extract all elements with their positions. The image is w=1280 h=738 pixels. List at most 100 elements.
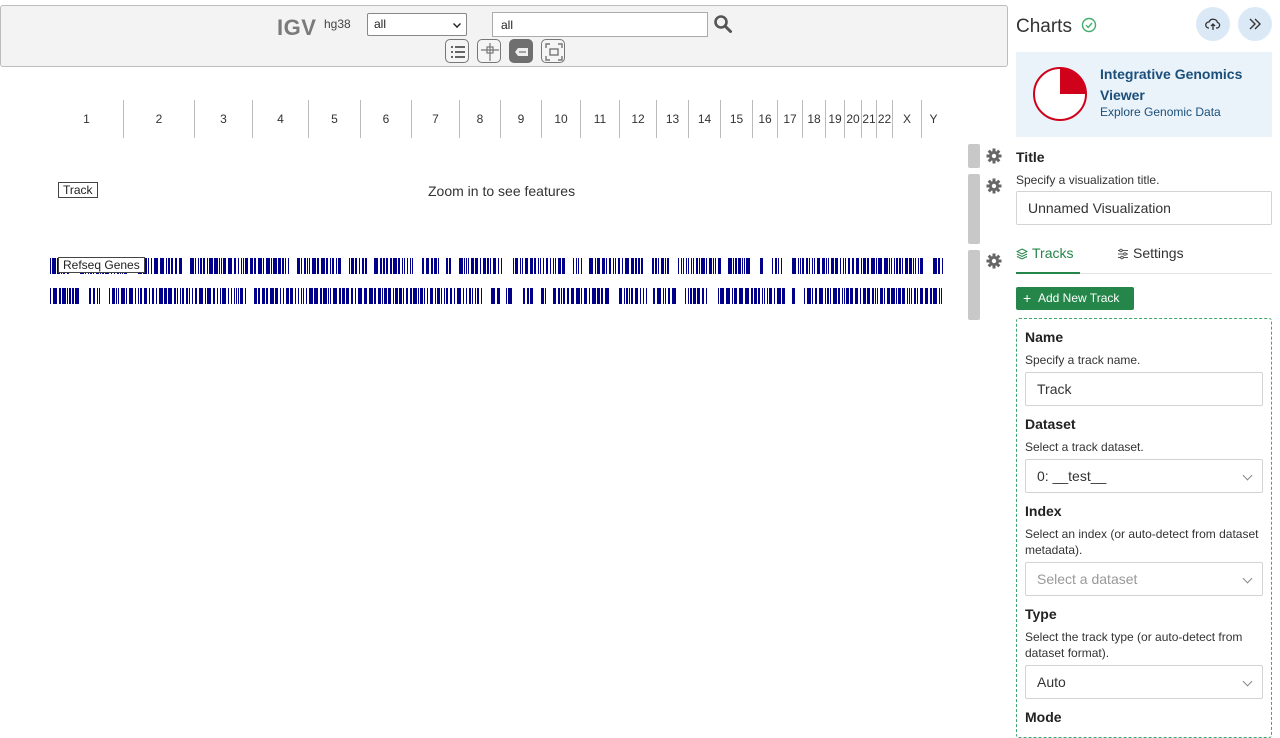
- gene-feature[interactable]: [800, 258, 801, 274]
- gene-feature[interactable]: [693, 288, 696, 304]
- gene-feature[interactable]: [597, 288, 600, 304]
- gene-feature[interactable]: [930, 288, 932, 304]
- gene-feature[interactable]: [140, 288, 142, 304]
- gene-feature[interactable]: [314, 288, 318, 304]
- track-list-button[interactable]: [445, 39, 469, 63]
- gene-feature[interactable]: [792, 258, 796, 274]
- gene-feature[interactable]: [238, 258, 239, 274]
- gene-feature[interactable]: [697, 288, 700, 304]
- gene-feature[interactable]: [62, 288, 66, 304]
- chromosome-21[interactable]: 21: [862, 100, 877, 138]
- search-button[interactable]: [713, 14, 735, 36]
- gene-feature[interactable]: [362, 258, 364, 274]
- gene-feature[interactable]: [209, 258, 213, 274]
- gene-feature[interactable]: [282, 258, 284, 274]
- gene-feature[interactable]: [364, 288, 367, 304]
- gene-feature[interactable]: [143, 258, 147, 274]
- gene-feature[interactable]: [914, 288, 916, 304]
- gene-feature[interactable]: [477, 288, 479, 304]
- gene-feature[interactable]: [171, 258, 173, 274]
- gene-feature[interactable]: [615, 258, 616, 274]
- gene-feature[interactable]: [875, 288, 876, 304]
- gene-feature[interactable]: [383, 258, 385, 274]
- dataset-select[interactable]: 0: __test__: [1025, 459, 1263, 493]
- gene-feature[interactable]: [273, 258, 277, 274]
- gene-feature[interactable]: [498, 258, 499, 274]
- gene-feature[interactable]: [374, 288, 376, 304]
- index-select[interactable]: Select a dataset: [1025, 562, 1263, 596]
- gene-feature[interactable]: [52, 258, 56, 274]
- gene-feature[interactable]: [619, 288, 622, 304]
- gene-feature[interactable]: [602, 258, 605, 274]
- gene-feature[interactable]: [826, 258, 827, 274]
- chromosome-5[interactable]: 5: [309, 100, 361, 138]
- gene-feature[interactable]: [378, 288, 381, 304]
- gene-feature[interactable]: [320, 288, 322, 304]
- gene-feature[interactable]: [67, 288, 68, 304]
- chromosome-19[interactable]: 19: [826, 100, 845, 138]
- gene-feature[interactable]: [349, 258, 350, 274]
- gene-feature[interactable]: [317, 258, 319, 274]
- gene-feature[interactable]: [508, 288, 512, 304]
- chromosome-18[interactable]: 18: [803, 100, 826, 138]
- gene-feature[interactable]: [199, 288, 203, 304]
- gene-feature[interactable]: [243, 258, 244, 274]
- gene-feature[interactable]: [180, 288, 181, 304]
- gene-feature[interactable]: [861, 258, 862, 274]
- gene-feature[interactable]: [286, 288, 289, 304]
- gene-feature[interactable]: [301, 288, 302, 304]
- gene-feature[interactable]: [434, 258, 437, 274]
- gene-feature[interactable]: [742, 258, 743, 274]
- gene-feature[interactable]: [902, 288, 905, 304]
- gene-feature[interactable]: [190, 258, 194, 274]
- gene-feature[interactable]: [581, 258, 582, 274]
- gene-feature[interactable]: [605, 288, 609, 304]
- save-button[interactable]: [1196, 7, 1230, 41]
- gene-feature[interactable]: [706, 288, 707, 304]
- chromosome-ideogram[interactable]: 1 2 3 4 5 6 7 8 9 10 11 12 13 14 15 16 17 18 19 20 21 22 X Y: [50, 100, 950, 138]
- gene-feature[interactable]: [920, 258, 923, 274]
- gene-feature[interactable]: [905, 258, 908, 274]
- gene-feature[interactable]: [661, 258, 664, 274]
- gene-feature[interactable]: [497, 288, 500, 304]
- gene-feature[interactable]: [241, 258, 242, 274]
- gene-feature[interactable]: [807, 288, 811, 304]
- title-input[interactable]: Unnamed Visualization: [1016, 191, 1272, 225]
- track-name-label[interactable]: Track: [58, 182, 98, 198]
- gene-feature[interactable]: [540, 258, 541, 274]
- gene-feature[interactable]: [781, 258, 782, 274]
- gene-feature[interactable]: [880, 288, 883, 304]
- gene-feature[interactable]: [480, 258, 481, 274]
- gene-feature[interactable]: [330, 288, 331, 304]
- gene-feature[interactable]: [234, 288, 235, 304]
- gene-feature[interactable]: [355, 258, 357, 274]
- gene-feature[interactable]: [75, 288, 79, 304]
- gene-feature[interactable]: [778, 258, 779, 274]
- gene-feature[interactable]: [715, 258, 716, 274]
- gene-feature[interactable]: [399, 288, 402, 304]
- gene-feature[interactable]: [358, 288, 362, 304]
- track-scrollbar[interactable]: [968, 174, 980, 244]
- gene-feature[interactable]: [412, 258, 413, 274]
- gene-feature[interactable]: [767, 288, 768, 304]
- gene-feature[interactable]: [702, 288, 704, 304]
- gene-feature[interactable]: [301, 258, 302, 274]
- gene-feature[interactable]: [213, 288, 215, 304]
- chromosome-Y[interactable]: Y: [929, 112, 938, 126]
- gene-feature[interactable]: [168, 288, 172, 304]
- gene-feature[interactable]: [856, 258, 859, 274]
- gene-feature[interactable]: [365, 258, 367, 274]
- gene-feature[interactable]: [933, 288, 937, 304]
- gear-icon[interactable]: [986, 253, 1002, 269]
- gene-feature[interactable]: [762, 288, 763, 304]
- gene-feature[interactable]: [899, 258, 901, 274]
- gene-feature[interactable]: [402, 258, 403, 274]
- gene-feature[interactable]: [418, 288, 419, 304]
- gene-feature[interactable]: [69, 288, 71, 304]
- gene-feature[interactable]: [328, 288, 329, 304]
- gene-feature[interactable]: [640, 288, 641, 304]
- gene-feature[interactable]: [683, 258, 684, 274]
- gene-feature[interactable]: [195, 258, 196, 274]
- gene-feature[interactable]: [138, 288, 139, 304]
- gene-feature[interactable]: [523, 288, 525, 304]
